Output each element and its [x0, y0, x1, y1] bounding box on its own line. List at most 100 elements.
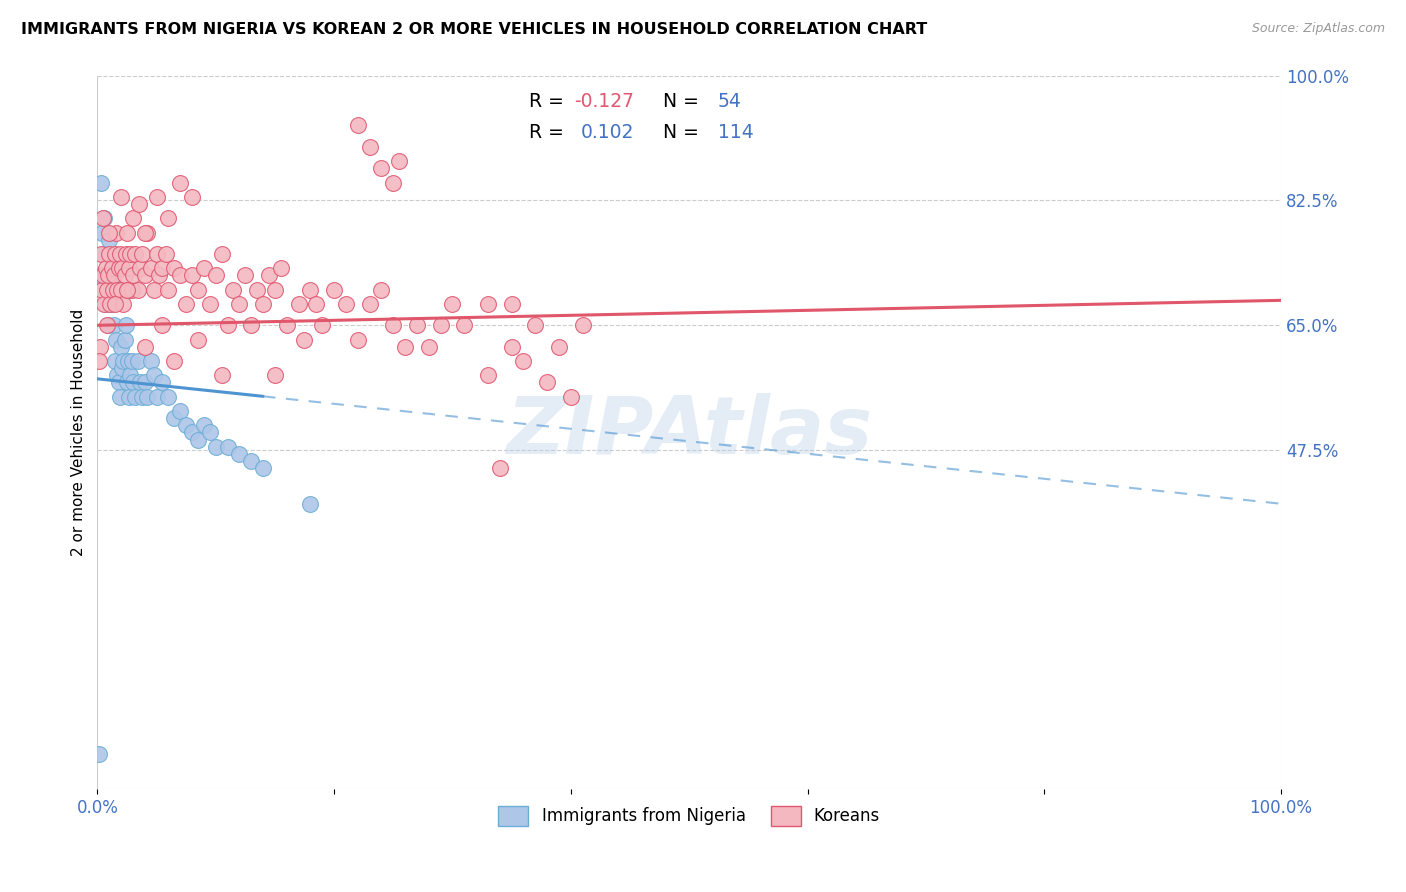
Point	[90, 247, 112, 261]
Point	[101, 261, 124, 276]
Point	[571, 318, 593, 333]
Point	[370, 161, 392, 176]
Point	[121, 283, 143, 297]
Point	[418, 340, 440, 354]
Point	[388, 154, 411, 169]
Point	[187, 333, 209, 347]
Point	[112, 297, 135, 311]
Text: ZIPAtlas: ZIPAtlas	[506, 393, 872, 471]
Point	[110, 340, 132, 354]
Point	[121, 211, 143, 226]
Point	[441, 297, 464, 311]
Point	[294, 333, 316, 347]
Point	[94, 261, 117, 276]
Point	[406, 318, 429, 333]
Point	[217, 440, 239, 454]
Point	[98, 297, 121, 311]
Point	[89, 340, 111, 354]
Point	[93, 297, 115, 311]
Point	[193, 418, 215, 433]
Point	[115, 226, 138, 240]
Point	[501, 340, 523, 354]
Point	[111, 261, 134, 276]
Point	[91, 283, 114, 297]
Point	[477, 297, 499, 311]
Point	[335, 297, 357, 311]
Point	[169, 176, 191, 190]
Point	[453, 318, 475, 333]
Point	[181, 190, 204, 204]
Point	[124, 390, 146, 404]
Point	[240, 318, 263, 333]
Point	[299, 283, 322, 297]
Point	[105, 333, 128, 347]
Point	[117, 354, 139, 368]
Point	[187, 283, 209, 297]
Point	[152, 318, 174, 333]
Point	[91, 268, 114, 283]
Point	[174, 418, 197, 433]
Point	[143, 368, 166, 383]
Point	[560, 390, 582, 404]
Point	[228, 297, 250, 311]
Point	[512, 354, 534, 368]
Point	[114, 247, 136, 261]
Point	[257, 268, 280, 283]
Point	[104, 354, 127, 368]
Point	[174, 297, 197, 311]
Point	[163, 354, 186, 368]
Text: 114: 114	[717, 123, 754, 143]
Point	[228, 447, 250, 461]
Point	[94, 297, 117, 311]
Point	[98, 233, 121, 247]
Point	[93, 211, 115, 226]
Point	[98, 247, 121, 261]
Point	[91, 247, 114, 261]
Text: -0.127: -0.127	[574, 92, 634, 111]
Point	[217, 318, 239, 333]
Point	[233, 268, 256, 283]
Point	[121, 354, 143, 368]
Text: IMMIGRANTS FROM NIGERIA VS KOREAN 2 OR MORE VEHICLES IN HOUSEHOLD CORRELATION CH: IMMIGRANTS FROM NIGERIA VS KOREAN 2 OR M…	[21, 22, 928, 37]
Legend: Immigrants from Nigeria, Koreans: Immigrants from Nigeria, Koreans	[489, 797, 889, 834]
Point	[112, 354, 135, 368]
Point	[181, 268, 204, 283]
Point	[120, 368, 142, 383]
Point	[222, 283, 245, 297]
Point	[108, 247, 131, 261]
Point	[305, 297, 328, 311]
Point	[382, 176, 405, 190]
Point	[136, 226, 159, 240]
Point	[198, 297, 221, 311]
Point	[276, 318, 298, 333]
Point	[139, 261, 162, 276]
Point	[131, 247, 153, 261]
Point	[101, 283, 124, 297]
Point	[193, 261, 215, 276]
Point	[100, 297, 122, 311]
Point	[98, 276, 121, 290]
Point	[152, 261, 174, 276]
Point	[501, 297, 523, 311]
Point	[134, 376, 156, 390]
Point	[157, 211, 180, 226]
Text: R =: R =	[530, 123, 571, 143]
Point	[97, 268, 120, 283]
Point	[103, 268, 125, 283]
Point	[118, 261, 141, 276]
Point	[115, 283, 138, 297]
Point	[129, 376, 152, 390]
Point	[89, 268, 111, 283]
Point	[118, 390, 141, 404]
Point	[157, 390, 180, 404]
Point	[134, 268, 156, 283]
Point	[134, 340, 156, 354]
Point	[111, 361, 134, 376]
Point	[127, 283, 149, 297]
Point	[152, 376, 174, 390]
Point	[429, 318, 451, 333]
Point	[107, 368, 129, 383]
Point	[87, 747, 110, 761]
Point	[134, 226, 156, 240]
Point	[359, 140, 381, 154]
